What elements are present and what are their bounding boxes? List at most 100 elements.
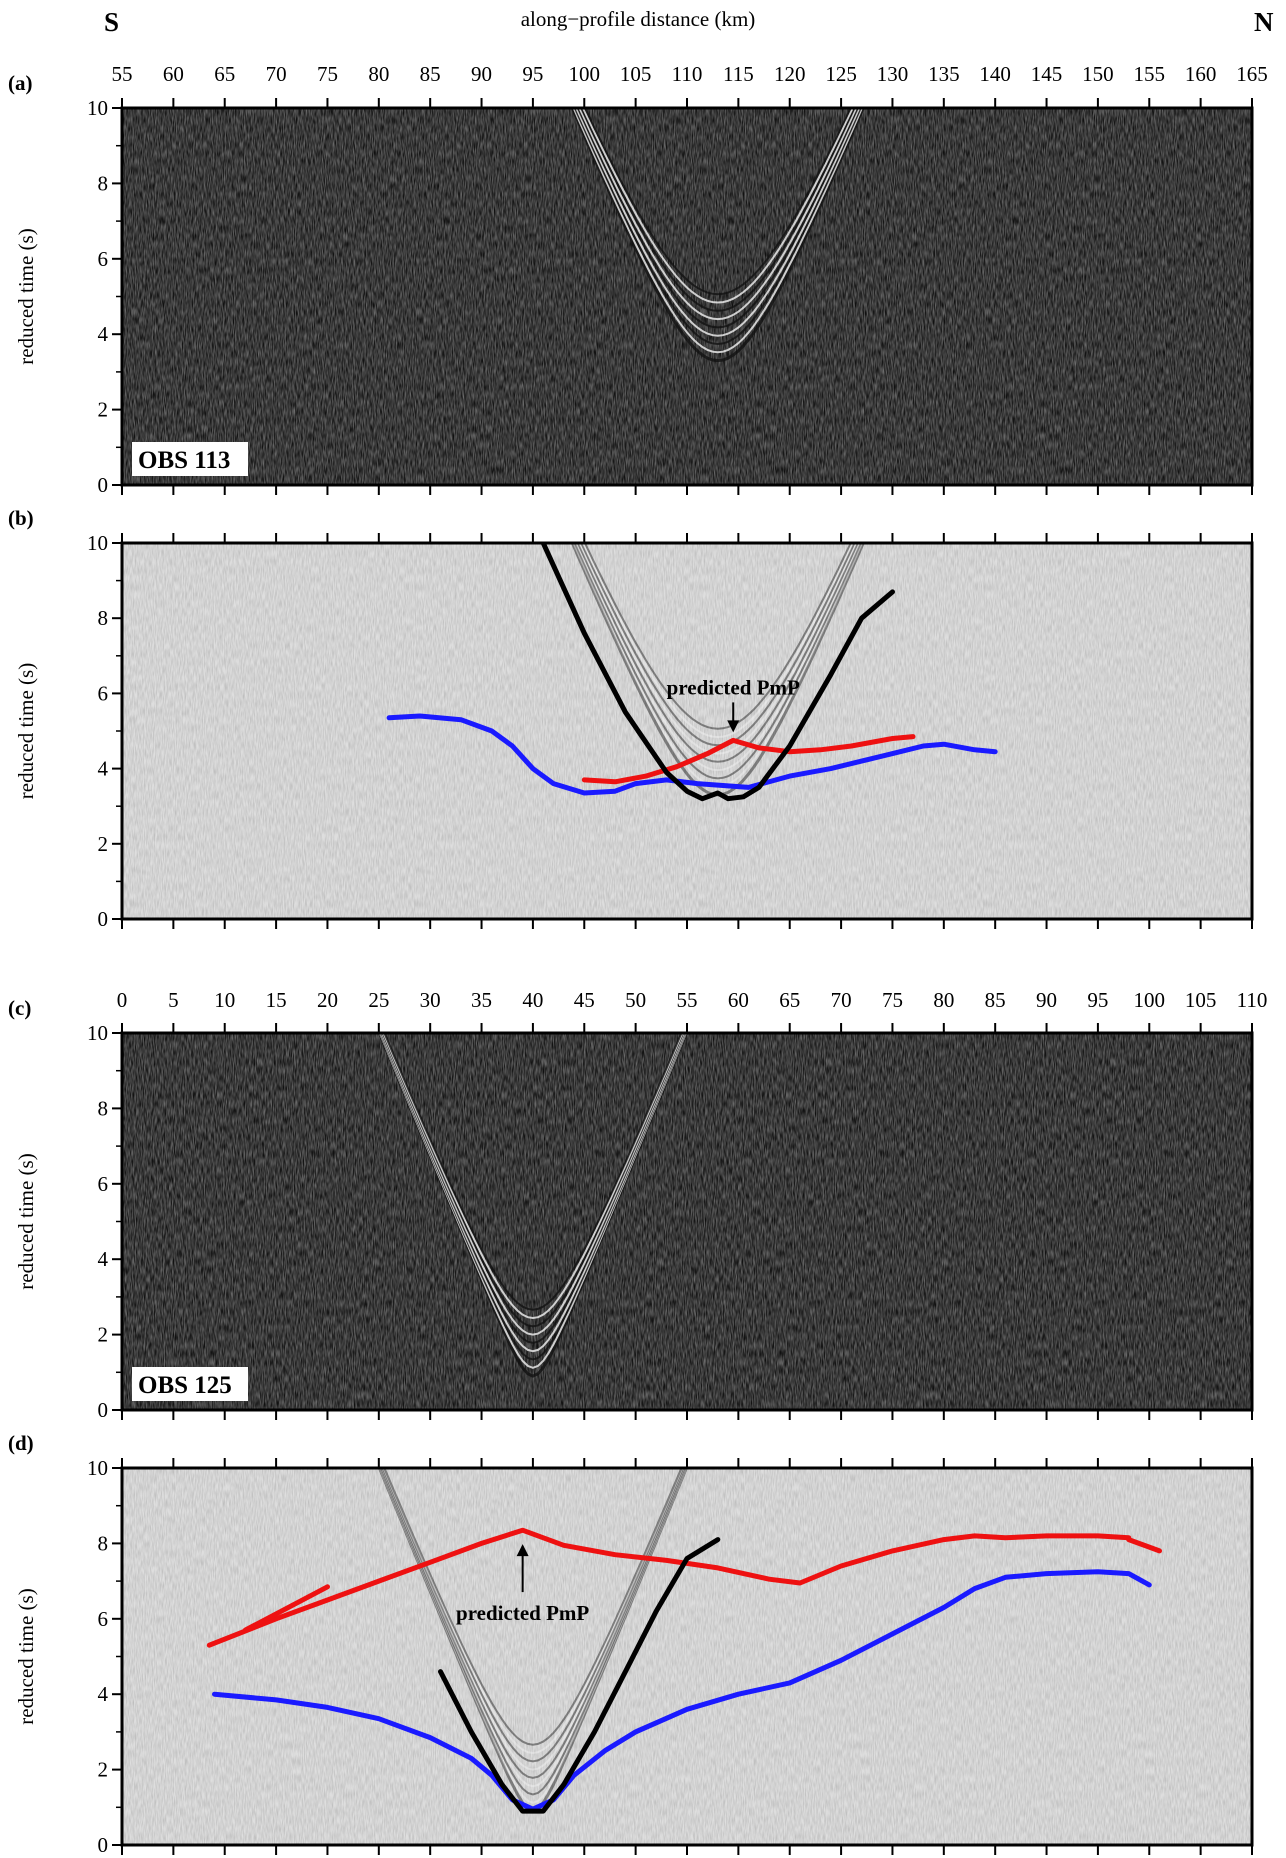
panel-c-x-tick-label: 25 [368, 988, 389, 1012]
panel-d-y-tick-label: 0 [98, 1833, 109, 1857]
panel-a-x-tick-label: 80 [368, 62, 389, 86]
panel-a-y-tick-label: 6 [98, 247, 109, 271]
panel-b-y-tick-label: 10 [87, 531, 108, 555]
panel-a-y-tick-label: 4 [98, 322, 109, 346]
panel-a-x-tick-label: 140 [979, 62, 1011, 86]
panel-c-x-tick-label: 55 [677, 988, 698, 1012]
panel-a-x-tick-label: 100 [569, 62, 601, 86]
panel-b-predicted-first-arrival-line [540, 543, 895, 802]
panel-d-direct-wave-band [382, 1468, 684, 1755]
panel-a-x-tick-label: 155 [1134, 62, 1166, 86]
compass-label-south: S [104, 7, 119, 37]
panel-a-x-tick-label: 85 [420, 62, 441, 86]
panel-d-y-axis-title: reduced time (s) [14, 1588, 38, 1724]
panel-b-direct-wave-band [578, 543, 858, 755]
panel-b-direct-wave-band [573, 543, 862, 780]
panel-d-predicted-first-arrival-line [438, 1537, 721, 1814]
panel-d-annotation-arrow-head [516, 1544, 529, 1557]
panel-d-y-tick-label: 4 [98, 1682, 109, 1706]
panel-c-x-tick-label: 40 [522, 988, 543, 1012]
panel-c-x-tick-label: 100 [1134, 988, 1166, 1012]
panel-d-direct-wave-band [380, 1468, 686, 1779]
panel-a-x-tick-label: 60 [163, 62, 184, 86]
panel-c-y-tick-label: 6 [98, 1172, 109, 1196]
panel-a-station-label: OBS 113 [138, 447, 230, 474]
panel-a-letter: (a) [8, 71, 33, 95]
panel-a-x-tick-label: 120 [774, 62, 806, 86]
panel-c-station-label-box [132, 1367, 248, 1401]
panel-a-direct-wave-band [578, 108, 858, 321]
panel-a-direct-wave-band [576, 108, 859, 329]
panel-a-x-tick-label: 150 [1082, 62, 1114, 86]
panel-a-direct-wave-band [580, 108, 856, 312]
panel-b-direct-wave-band [576, 543, 859, 763]
panel-c-y-tick-label: 10 [87, 1021, 108, 1045]
panel-a-direct-wave-band [573, 108, 862, 346]
panel-c-x-tick-label: 5 [168, 988, 179, 1012]
panel-c-x-tick-label: 20 [317, 988, 338, 1012]
panel-b-direct-wave-band [581, 543, 854, 739]
panel-b-predicted-pmp-line [581, 734, 916, 785]
panel-a-x-tick-label: 125 [825, 62, 857, 86]
panel-d-y-tick-label: 2 [98, 1758, 109, 1782]
panel-a-direct-wave-band [572, 108, 864, 354]
panel-b: 0 2 4 6 8 10 reduced time (s) (b) predicted PmP [8, 506, 1254, 931]
panel-d-predicted-pmp-line [206, 1527, 1132, 1648]
panel-a-direct-wave-band [570, 108, 865, 363]
panel-a-x-tick-label: 55 [112, 62, 133, 86]
panel-c-y-tick-label: 2 [98, 1323, 109, 1347]
panel-a-direct-wave-band [583, 108, 852, 296]
panel-d-direct-wave-band [380, 1468, 685, 1771]
panel-d-direct-wave-band [379, 1468, 687, 1796]
panel-c-x-tick-label: 10 [214, 988, 235, 1012]
panel-d-picked-first-arrivals-line [212, 1569, 1152, 1812]
panel-a-y-tick-label: 10 [87, 96, 108, 120]
panel-d-series-group [206, 1527, 1162, 1814]
panel-a-x-tick-label: 95 [522, 62, 543, 86]
panel-d-direct-wave-band [379, 1468, 687, 1788]
panel-c-x-tick-label: 0 [117, 988, 128, 1012]
panel-a-direct-wave-band [581, 108, 854, 304]
panel-d-y-tick-label: 8 [98, 1531, 109, 1555]
panel-d: 0 2 4 6 8 10 reduced time (s) (d) predicted PmP [8, 1431, 1254, 1857]
panel-a-y-tick-label: 0 [98, 473, 109, 497]
panel-a-x-tick-label: 110 [672, 62, 703, 86]
panel-d-y-tick-label: 6 [98, 1607, 109, 1631]
panel-a-x-tick-label: 145 [1031, 62, 1063, 86]
panel-a-y-tick-label: 8 [98, 171, 109, 195]
panel-c-x-tick-label: 45 [574, 988, 595, 1012]
panel-b-direct-wave-band [575, 543, 861, 772]
panel-c-x-tick-label: 30 [420, 988, 441, 1012]
panel-d-direct-wave-band [378, 1468, 688, 1804]
panel-c-x-tick-label: 110 [1237, 988, 1268, 1012]
panel-b-y-tick-label: 0 [98, 907, 109, 931]
panel-c-x-tick-label: 35 [471, 988, 492, 1012]
panel-c-x-tick-label: 15 [266, 988, 287, 1012]
panel-a-x-tick-label: 70 [266, 62, 287, 86]
panel-a-x-tick-label: 75 [317, 62, 338, 86]
panel-c-x-tick-label: 70 [831, 988, 852, 1012]
panel-a-x-tick-label: 160 [1185, 62, 1217, 86]
panel-c-x-tick-label: 50 [625, 988, 646, 1012]
panel-a-x-tick-label: 65 [214, 62, 235, 86]
panel-c-x-tick-label: 95 [1087, 988, 1108, 1012]
panel-b-series-group [386, 543, 998, 802]
panel-c-direct-wave-band [382, 1033, 684, 1320]
panel-a-x-tick-label: 90 [471, 62, 492, 86]
panel-d-annotation-text: predicted PmP [456, 1601, 589, 1625]
panel-c-x-tick-label: 90 [1036, 988, 1057, 1012]
panel-b-y-tick-label: 8 [98, 606, 109, 630]
panel-c-x-tick-label: 80 [933, 988, 954, 1012]
panel-b-letter: (b) [8, 506, 34, 530]
panel-c-station-label: OBS 125 [138, 1372, 232, 1399]
panel-c-x-tick-label: 85 [985, 988, 1006, 1012]
panel-b-y-tick-label: 2 [98, 832, 109, 856]
compass-label-north: N [1254, 7, 1274, 37]
panel-b-direct-wave-band [580, 543, 856, 747]
panel-c-x-tick-label: 105 [1185, 988, 1217, 1012]
panel-a-direct-wave [570, 108, 865, 363]
top-axis-title: along−profile distance (km) [521, 7, 756, 31]
